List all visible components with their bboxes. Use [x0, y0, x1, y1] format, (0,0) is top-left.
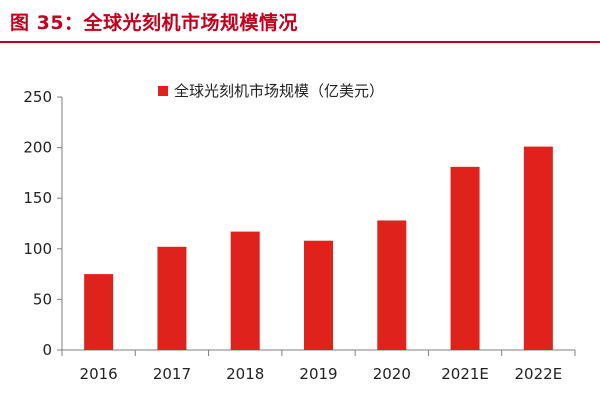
y-tick-label: 50 — [33, 290, 52, 308]
x-tick-label: 2020 — [373, 365, 411, 383]
y-tick-label: 200 — [23, 139, 52, 157]
y-tick-label: 150 — [23, 189, 52, 207]
bar-2018 — [230, 231, 260, 350]
x-tick-label: 2017 — [153, 365, 191, 383]
bar-2021E — [450, 166, 480, 350]
title-rule — [0, 41, 600, 43]
bar-2016 — [84, 274, 114, 350]
y-tick-label: 0 — [42, 341, 52, 359]
x-tick-label: 2021E — [441, 365, 489, 383]
x-tick-label: 2018 — [226, 365, 264, 383]
y-tick-label: 100 — [23, 240, 52, 258]
bar-2019 — [304, 240, 333, 350]
x-tick-label: 2016 — [80, 365, 118, 383]
bar-2020 — [377, 220, 407, 350]
x-tick-label: 2022E — [515, 365, 563, 383]
x-tick-label: 2019 — [299, 365, 337, 383]
figure-title: 图 35：全球光刻机市场规模情况 — [10, 12, 299, 34]
chart-legend: 全球光刻机市场规模（亿美元） — [158, 80, 384, 101]
bar-2017 — [157, 246, 187, 350]
legend-swatch — [158, 85, 168, 96]
y-tick-label: 250 — [23, 88, 52, 106]
bar-2022E — [523, 146, 553, 350]
legend-label: 全球光刻机市场规模（亿美元） — [174, 82, 385, 100]
